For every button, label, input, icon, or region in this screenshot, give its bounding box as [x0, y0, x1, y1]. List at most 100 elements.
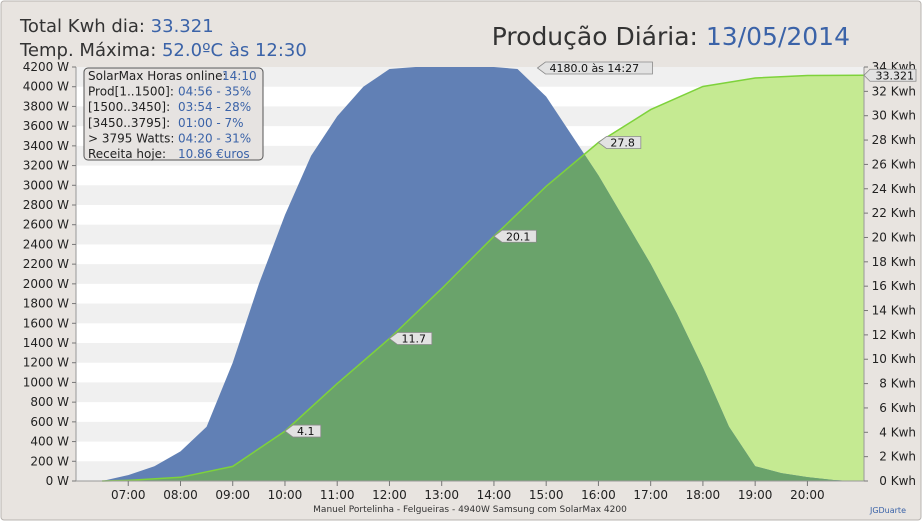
- info-row-label: [1500..3450]:: [88, 100, 170, 114]
- y-right-tick-label: 14 Kwh: [872, 304, 916, 318]
- y-left-tick-label: 3000 W: [23, 178, 69, 192]
- y-left-tick-label: 600 W: [30, 415, 69, 429]
- max-temp-label: Temp. Máxima:: [19, 40, 162, 61]
- x-tick-label: 19:00: [738, 488, 773, 502]
- x-tick-label: 20:00: [790, 488, 825, 502]
- y-left-tick-label: 2200 W: [23, 257, 69, 271]
- x-tick-label: 12:00: [372, 488, 407, 502]
- y-left-tick-label: 400 W: [30, 435, 69, 449]
- y-left-tick-label: 1600 W: [23, 316, 69, 330]
- x-tick-label: 09:00: [215, 488, 250, 502]
- x-tick-label: 17:00: [633, 488, 668, 502]
- x-tick-label: 10:00: [268, 488, 303, 502]
- info-row-value: 01:00 - 7%: [178, 116, 244, 130]
- energy-callout-text: 20.1: [506, 230, 531, 243]
- info-row-value: 10.86 €uros: [178, 147, 250, 161]
- y-right-tick-label: 4 Kwh: [879, 425, 916, 439]
- energy-line: [102, 74, 865, 482]
- y-left-tick-label: 3800 W: [23, 99, 69, 113]
- x-tick-label: 07:00: [111, 488, 146, 502]
- y-left-tick-label: 2000 W: [23, 277, 69, 291]
- energy-end-callout-text: 33.321: [876, 69, 915, 82]
- info-row-value: 04:56 - 35%: [178, 85, 251, 99]
- y-left-tick-label: 800 W: [30, 395, 69, 409]
- y-left-tick-label: 0 W: [46, 474, 69, 488]
- y-left-tick-label: 2600 W: [23, 218, 69, 232]
- info-row-value: 03:54 - 28%: [178, 100, 251, 114]
- energy-end-callout-box: [863, 68, 917, 82]
- energy-callout-box: [284, 424, 322, 438]
- y-right-tick-label: 24 Kwh: [872, 182, 916, 196]
- max-temp-text: Temp. Máxima: 52.0ºC às 12:30: [19, 40, 307, 61]
- y-right-tick-label: 22 Kwh: [872, 206, 916, 220]
- chart-title-date: 13/05/2014: [706, 22, 850, 51]
- info-row-label: Receita hoje:: [88, 147, 166, 161]
- y-right-tick-label: 12 Kwh: [872, 328, 916, 342]
- energy-callout-box: [493, 229, 537, 243]
- y-right-tick-label: 10 Kwh: [872, 352, 916, 366]
- info-row-value: 14:10: [222, 69, 257, 83]
- energy-end-callout: 33.321: [863, 68, 917, 82]
- info-row-label: [3450..3795]:: [88, 116, 170, 130]
- info-row-value: 04:20 - 31%: [178, 131, 251, 145]
- x-tick-label: 16:00: [581, 488, 616, 502]
- y-left-tick-label: 1400 W: [23, 336, 69, 350]
- y-right-tick-label: 30 Kwh: [872, 109, 916, 123]
- y-right-tick-label: 16 Kwh: [872, 279, 916, 293]
- info-box: SolarMax Horas online:14:10 Prod[1..1500]…: [83, 67, 264, 161]
- power-peak-callout-box: [536, 61, 653, 75]
- y-left-tick-label: 2800 W: [23, 198, 69, 212]
- y-left-tick-label: 3400 W: [23, 139, 69, 153]
- x-axis: 07:00 08:00 09:00 10:00 11:00 12:00 13:00 14:00…: [111, 481, 825, 502]
- footer-credit: JGDuarte: [869, 506, 906, 515]
- y-left-tick-label: 1800 W: [23, 297, 69, 311]
- x-tick-label: 11:00: [320, 488, 355, 502]
- y-right-tick-label: 32 Kwh: [872, 84, 916, 98]
- info-row-label: Prod[1..1500]:: [88, 85, 174, 99]
- info-row-label: > 3795 Watts:: [88, 131, 174, 145]
- energy-callout: 4.1: [284, 424, 322, 438]
- energy-callout: 20.1: [493, 229, 537, 243]
- y-right-tick-label: 6 Kwh: [879, 401, 916, 415]
- power-peak-callout-text: 4180.0 às 14:27: [549, 62, 639, 75]
- y-right-tick-label: 2 Kwh: [879, 450, 916, 464]
- energy-callout-box: [597, 136, 642, 149]
- x-tick-label: 13:00: [424, 488, 459, 502]
- y-left-tick-label: 1200 W: [23, 356, 69, 370]
- y-right-tick-label: 18 Kwh: [872, 255, 916, 269]
- plot-area: [75, 67, 865, 482]
- energy-callout-box: [388, 332, 433, 345]
- y-left-tick-label: 4000 W: [23, 80, 69, 94]
- chart-title: Produção Diária: 13/05/2014: [492, 22, 850, 51]
- x-tick-label: 15:00: [529, 488, 564, 502]
- energy-callout-text: 4.1: [297, 425, 315, 438]
- y-right-tick-label: 28 Kwh: [872, 133, 916, 147]
- total-kwh-text: Total Kwh dia: 33.321: [19, 16, 214, 37]
- y-right-tick-label: 20 Kwh: [872, 230, 916, 244]
- energy-callout-text: 27.8: [610, 136, 635, 149]
- left-axis: 0 W 200 W 400 W 600 W 800 W 1000 W 1200 W 1400 …: [23, 60, 76, 488]
- y-left-tick-label: 3600 W: [23, 119, 69, 133]
- energy-callout-text: 11.7: [401, 333, 426, 346]
- chart-title-label: Produção Diária:: [492, 22, 706, 51]
- data-callouts: 4.1 11.7 20.1 27.8 4180.0 às 14:27 33.321: [284, 61, 917, 438]
- x-tick-label: 18:00: [686, 488, 721, 502]
- total-kwh-label: Total Kwh dia:: [19, 16, 151, 37]
- energy-callout: 11.7: [388, 332, 433, 346]
- x-tick-label: 08:00: [163, 488, 198, 502]
- x-tick-label: 14:00: [477, 488, 512, 502]
- y-right-tick-label: 26 Kwh: [872, 157, 916, 171]
- info-row-label: SolarMax Horas online:: [88, 69, 227, 83]
- y-left-tick-label: 4200 W: [23, 60, 69, 74]
- energy-callout: 27.8: [597, 136, 642, 149]
- y-left-tick-label: 200 W: [30, 454, 69, 468]
- y-left-tick-label: 2400 W: [23, 237, 69, 251]
- y-right-tick-label: 8 Kwh: [879, 377, 916, 391]
- y-right-tick-label: 0 Kwh: [879, 474, 916, 488]
- footer-caption: Manuel Portelinha - Felgueiras - 4940W S…: [313, 505, 627, 515]
- total-kwh-value: 33.321: [151, 16, 214, 37]
- max-temp-value: 52.0ºC às 12:30: [162, 40, 307, 61]
- info-box-background: [83, 67, 264, 161]
- y-left-tick-label: 1000 W: [23, 375, 69, 389]
